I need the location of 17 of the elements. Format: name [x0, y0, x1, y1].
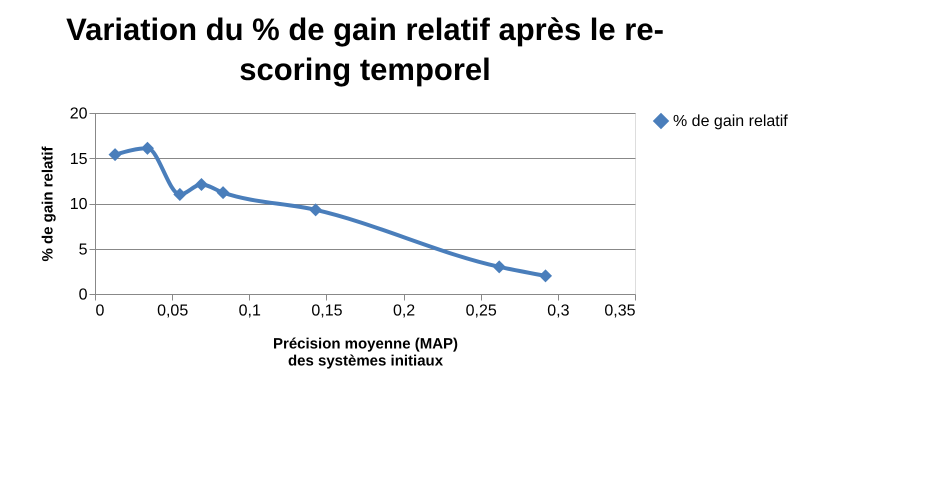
x-tick-label: 0 [96, 302, 104, 320]
y-tick-label: 5 [78, 241, 88, 258]
chart-title: Variation du % de gain relatif après le re-scoring temporel [66, 12, 664, 87]
x-tick-label: 0,25 [466, 302, 497, 320]
y-tick-label: 10 [70, 196, 88, 213]
x-tick-label: 0,3 [547, 302, 570, 320]
y-tick-label: 20 [70, 106, 88, 122]
x-tick-label: 0,15 [311, 302, 343, 320]
x-axis-title: Précision moyenne (MAP) des systèmes initiaux [272, 336, 458, 370]
legend-label: % de gain relatif [673, 113, 788, 130]
y-axis-title: % de gain relatif [40, 145, 57, 262]
x-tick-label: 0,35 [604, 302, 636, 320]
x-tick-label: 0,05 [157, 302, 188, 320]
x-tick-label: 0,2 [392, 302, 416, 320]
x-tick-label: 0,1 [238, 302, 262, 320]
y-tick-label: 15 [70, 150, 88, 168]
y-tick-label: 0 [78, 286, 88, 304]
